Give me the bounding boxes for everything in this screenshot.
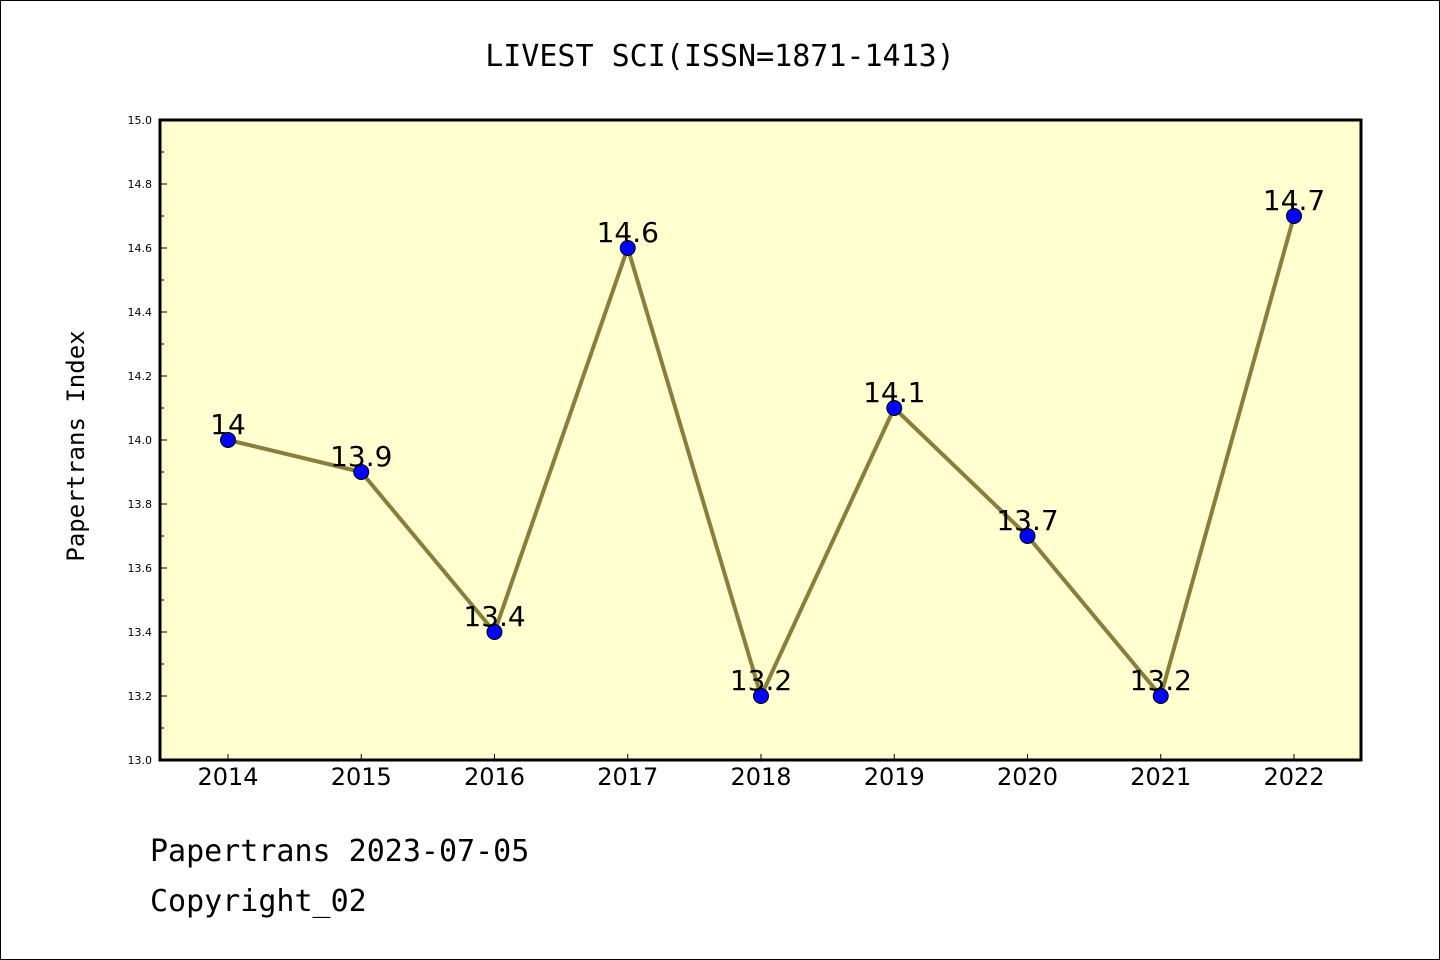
data-label: 13.2 (730, 664, 792, 697)
data-point (619, 240, 636, 256)
data-label: 14.7 (1263, 184, 1325, 217)
chart-title: LIVEST SCI(ISSN=1871-1413) (485, 39, 955, 74)
y-tick-label: 14.8 (128, 178, 153, 191)
x-axis-ticks: 2014 2015 2016 2017 2018 2019 2020 2021 2022 (197, 754, 1325, 791)
data-label: 14.1 (863, 376, 925, 409)
data-point (353, 464, 370, 480)
data-label: 14.6 (597, 216, 659, 249)
data-markers (220, 208, 1302, 704)
footer-copyright: Copyright_02 (150, 884, 367, 919)
x-tick-label: 2017 (597, 763, 658, 791)
y-tick-label: 14.0 (128, 434, 153, 447)
data-labels: 14 13.9 13.4 14.6 13.2 14.1 13.7 13.2 14.7 (210, 184, 1325, 697)
x-tick-label: 2022 (1263, 763, 1324, 791)
y-tick-label: 15.0 (128, 114, 153, 127)
x-tick-label: 2019 (864, 763, 925, 791)
data-label: 13.7 (996, 504, 1058, 537)
x-tick-label: 2020 (997, 763, 1058, 791)
x-tick-label: 2014 (197, 763, 258, 791)
data-label: 14 (210, 408, 246, 441)
y-axis-ticks: 13.0 13.2 13.4 13.6 13.8 14.0 14.2 14.4 14.6 14.8… (128, 114, 167, 767)
y-tick-label: 14.6 (128, 242, 153, 255)
y-tick-label: 14.2 (128, 370, 153, 383)
data-label: 13.2 (1130, 664, 1192, 697)
data-point (220, 432, 236, 448)
y-tick-label: 13.0 (128, 754, 153, 767)
y-tick-label: 13.4 (128, 626, 153, 639)
x-tick-label: 2016 (464, 763, 525, 791)
data-point (886, 400, 903, 416)
y-tick-label: 14.4 (128, 306, 153, 319)
data-point (1286, 208, 1302, 224)
y-tick-label: 13.6 (128, 562, 153, 575)
y-tick-label: 13.2 (128, 690, 153, 703)
data-label: 13.9 (330, 440, 392, 473)
data-point (486, 624, 503, 640)
data-label: 13.4 (463, 600, 525, 633)
data-point (1152, 688, 1169, 704)
plot-area (158, 118, 1363, 762)
data-point (1019, 528, 1036, 544)
y-tick-label: 13.8 (128, 498, 153, 511)
y-axis-label: Papertrans Index (62, 330, 90, 561)
x-tick-label: 2015 (331, 763, 392, 791)
x-tick-label: 2021 (1130, 763, 1191, 791)
x-tick-label: 2018 (730, 763, 791, 791)
data-point (753, 688, 769, 704)
footer-date: Papertrans 2023-07-05 (150, 834, 530, 869)
